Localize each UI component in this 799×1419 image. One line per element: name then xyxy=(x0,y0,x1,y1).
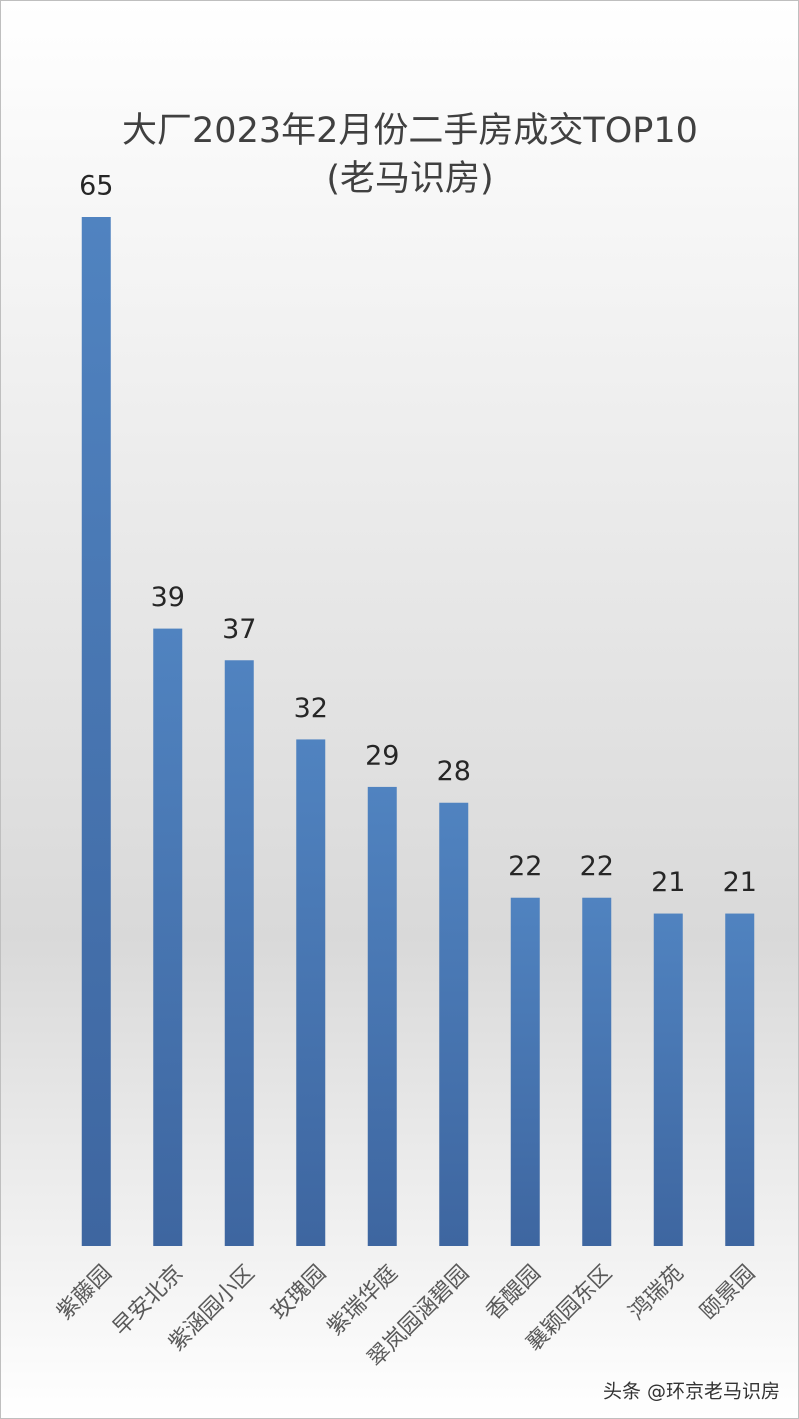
bar xyxy=(153,628,183,1246)
data-label: 22 xyxy=(508,851,542,882)
data-label: 65 xyxy=(79,171,113,202)
data-label: 22 xyxy=(580,851,614,882)
data-label: 32 xyxy=(294,693,328,724)
data-label: 28 xyxy=(437,756,471,787)
bar xyxy=(725,913,755,1246)
data-label: 29 xyxy=(365,740,399,771)
bar xyxy=(224,660,254,1246)
data-label: 21 xyxy=(651,867,685,898)
bar xyxy=(653,913,683,1246)
bar xyxy=(81,217,111,1246)
bar xyxy=(582,897,612,1246)
chart-title: 大厂2023年2月份二手房成交TOP10 xyxy=(122,111,698,151)
bar xyxy=(439,802,469,1246)
data-label: 39 xyxy=(151,582,185,613)
chart-subtitle: (老马识房) xyxy=(326,159,493,199)
bar xyxy=(296,739,326,1246)
watermark: 头条 @环京老马识房 xyxy=(603,1381,780,1403)
bar xyxy=(367,786,397,1246)
data-label: 37 xyxy=(222,614,256,645)
bar xyxy=(510,897,540,1246)
data-label: 21 xyxy=(723,867,757,898)
